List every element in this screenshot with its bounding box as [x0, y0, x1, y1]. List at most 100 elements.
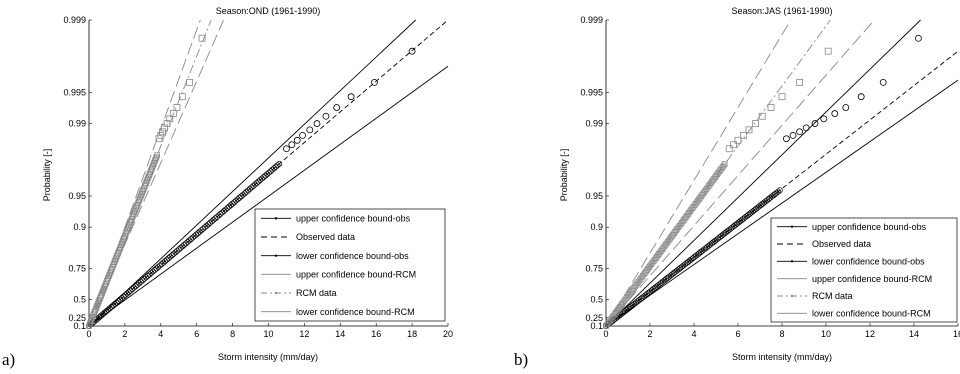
data-point [255, 178, 262, 185]
data-point [767, 104, 775, 111]
data-point [155, 135, 163, 143]
data-point [857, 93, 865, 101]
legend-marker [790, 260, 794, 263]
legend-marker [790, 225, 794, 228]
data-point [725, 145, 733, 153]
legend-marker [274, 291, 278, 295]
data-point [165, 255, 172, 262]
data-point [231, 199, 238, 206]
data-point [205, 221, 212, 228]
data-point [745, 126, 753, 134]
series-line [88, 19, 212, 327]
data-point [276, 160, 283, 167]
y-tick-label: 0.995 [580, 87, 603, 97]
data-point [186, 78, 193, 86]
data-point [259, 175, 265, 182]
chart-title: Season:OND (1961-1990) [216, 6, 321, 16]
data-point [136, 280, 143, 287]
data-point [170, 250, 177, 257]
data-point [198, 34, 206, 42]
data-point [214, 213, 220, 220]
series-line [88, 19, 417, 327]
data-point [722, 161, 728, 167]
data-point [347, 93, 355, 101]
data-point [313, 120, 321, 127]
x-tick-label: 2 [647, 329, 652, 339]
chart-panel-b: Season:JAS (1961-1990) 02468101214160.10… [559, 6, 960, 362]
data-point [752, 120, 759, 127]
x-tick-label: 4 [158, 329, 163, 339]
x-tick-label: 20 [443, 329, 453, 339]
data-point [236, 194, 243, 201]
data-point [730, 141, 737, 149]
data-point [820, 115, 828, 123]
data-point [113, 299, 120, 306]
legend-label: upper confidence bound-obs [812, 222, 927, 232]
panel-label-a: a) [2, 350, 16, 369]
series-line [605, 19, 921, 327]
data-point [151, 267, 158, 273]
data-point [163, 256, 170, 263]
data-point [99, 311, 106, 318]
data-point [233, 197, 239, 204]
legend-label: RCM data [812, 291, 853, 301]
data-point [219, 209, 226, 216]
data-point [203, 222, 210, 229]
data-point [269, 166, 276, 173]
data-point [288, 141, 296, 149]
x-axis-label: Storm intensity (mm/day) [218, 352, 318, 362]
data-point [758, 112, 766, 120]
x-tick-label: 4 [691, 329, 696, 339]
data-point [108, 303, 115, 310]
data-point [831, 110, 839, 117]
y-tick-label: 0.95 [68, 191, 86, 201]
series-line [605, 79, 959, 327]
x-tick-label: 0 [86, 329, 91, 339]
x-tick-label: 8 [230, 329, 235, 339]
data-point [118, 295, 125, 301]
y-tick-label: 0.99 [68, 119, 86, 129]
data-point [234, 196, 241, 203]
data-point [182, 240, 189, 247]
data-point [129, 286, 136, 293]
data-point [775, 188, 782, 195]
data-point [267, 168, 274, 175]
data-point [162, 258, 169, 265]
data-point [796, 128, 803, 136]
y-tick-label: 0.9 [73, 222, 86, 232]
legend-box [254, 208, 446, 322]
data-point [217, 210, 224, 217]
data-point [139, 277, 146, 284]
data-point [229, 200, 236, 207]
data-point [198, 227, 205, 234]
data-point [720, 162, 727, 169]
series-line [605, 50, 959, 327]
data-point [186, 237, 193, 244]
data-point [193, 231, 200, 238]
legend-marker [274, 254, 278, 257]
data-point [156, 262, 163, 269]
data-point [124, 290, 131, 297]
x-tick-label: 16 [371, 329, 381, 339]
y-axis-label: Probability [-] [559, 149, 569, 202]
x-tick-label: 14 [335, 329, 345, 339]
data-point [245, 187, 252, 194]
data-point [181, 241, 188, 248]
data-point [210, 216, 217, 223]
legend-label: upper confidence bound-obs [296, 214, 411, 224]
data-point [227, 202, 234, 209]
x-tick-label: 10 [821, 329, 831, 339]
data-point [879, 78, 887, 86]
data-point [179, 243, 186, 250]
x-tick-label: 12 [299, 329, 309, 339]
data-point [159, 128, 166, 136]
legend-marker [274, 217, 278, 220]
data-point [257, 177, 264, 183]
data-point [141, 275, 148, 282]
data-point [122, 292, 129, 298]
data-point [106, 305, 113, 312]
data-point [740, 131, 747, 139]
data-point [160, 259, 167, 266]
legend-label: upper confidence bound-RCM [296, 270, 416, 280]
data-point [148, 269, 155, 276]
